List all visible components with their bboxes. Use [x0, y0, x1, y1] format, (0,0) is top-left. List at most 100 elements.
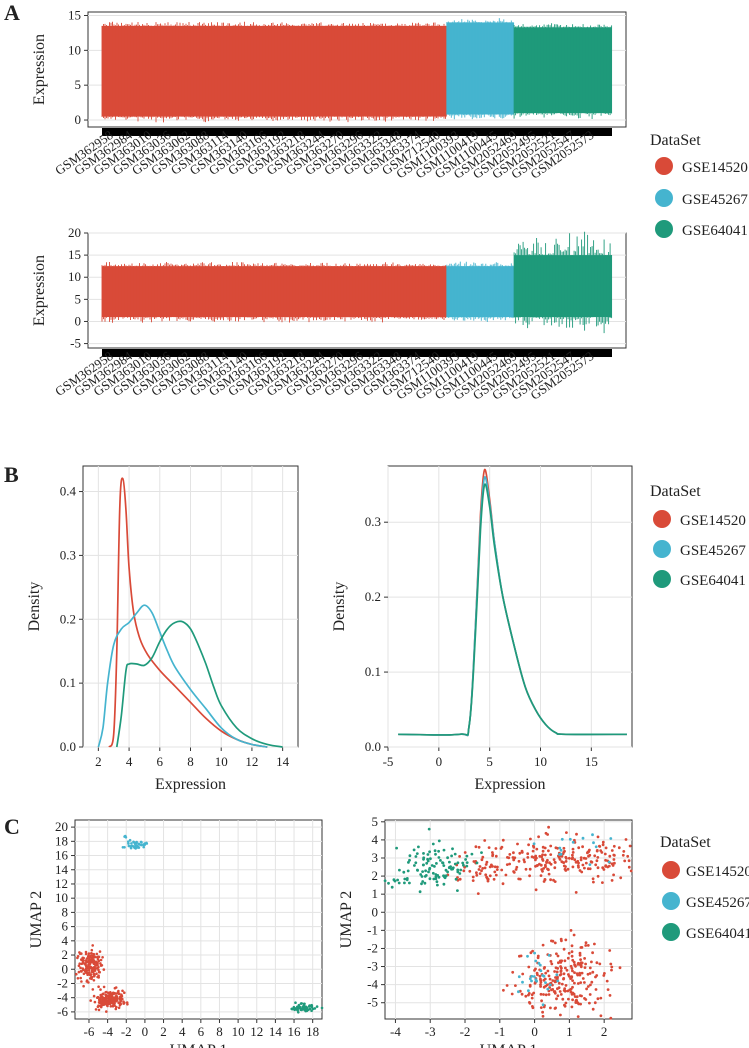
umap-point-gse14520	[546, 833, 549, 836]
umap-point-gse14520	[102, 1003, 106, 1006]
umap-point-gse64041	[432, 877, 436, 881]
umap-point-gse14520	[108, 1002, 111, 1005]
umap-point-gse64041	[442, 864, 446, 867]
legend-label: GSE64041	[686, 926, 749, 942]
umap-point-gse64041	[387, 881, 390, 885]
umap-point-gse14520	[560, 959, 564, 963]
umap-point-gse64041	[305, 1006, 309, 1009]
y-tick-label: -5	[367, 995, 378, 1010]
umap-point-gse64041	[310, 1004, 314, 1007]
y-tick-label: 0.2	[60, 611, 76, 626]
y-tick-label: 6	[62, 919, 69, 934]
umap-point-gse45267	[558, 853, 561, 856]
umap-point-gse45267	[134, 842, 138, 845]
umap-point-gse14520	[586, 985, 590, 988]
umap-point-gse14520	[488, 874, 492, 878]
umap-point-gse14520	[578, 951, 582, 955]
umap-point-gse14520	[114, 999, 117, 1003]
umap-point-gse64041	[408, 858, 411, 862]
umap-point-gse14520	[584, 861, 588, 865]
umap-point-gse14520	[97, 985, 100, 988]
umap-point-gse14520	[524, 867, 528, 871]
umap-point-gse14520	[79, 976, 82, 980]
umap-point-gse64041	[433, 865, 436, 868]
umap-point-gse64041	[403, 877, 407, 881]
umap-point-gse14520	[562, 972, 566, 976]
umap-point-gse14520	[551, 983, 554, 987]
umap-point-gse14520	[570, 950, 574, 954]
umap-point-gse14520	[579, 1002, 582, 1006]
umap-point-gse14520	[93, 955, 96, 958]
umap-point-gse14520	[493, 870, 497, 874]
umap-point-gse14520	[95, 972, 98, 975]
umap-point-gse14520	[576, 973, 580, 977]
umap-point-gse14520	[112, 1003, 115, 1007]
umap-point-gse14520	[81, 957, 85, 960]
umap-point-gse14520	[75, 972, 78, 976]
umap-point-gse14520	[583, 981, 586, 984]
umap-point-gse45267	[140, 841, 143, 844]
x-tick-label: -4	[102, 1024, 113, 1039]
box-block-gse45267	[446, 266, 515, 318]
umap-point-gse14520	[586, 972, 590, 976]
umap-point-gse14520	[622, 850, 626, 853]
y-tick-label: 10	[68, 42, 81, 57]
x-tick-label: -2	[460, 1024, 471, 1039]
umap-point-gse64041	[448, 866, 451, 869]
umap-point-gse45267	[133, 845, 137, 849]
umap-point-gse14520	[580, 870, 584, 874]
umap-point-gse14520	[539, 979, 543, 982]
umap-point-gse14520	[627, 865, 631, 869]
umap-point-gse14520	[495, 868, 499, 871]
umap-point-gse45267	[592, 841, 595, 845]
y-tick-label: 14	[55, 862, 69, 877]
legend-label: GSE64041	[682, 223, 748, 239]
umap-point-gse45267	[532, 975, 536, 978]
umap-point-gse14520	[98, 1001, 101, 1005]
boxplot-normalized: -505101520ExpressionGSM362958GSM362984GS…	[31, 225, 627, 403]
umap-point-gse14520	[551, 988, 555, 991]
umap-point-gse14520	[86, 965, 90, 969]
umap-point-gse14520	[574, 891, 578, 894]
umap-point-gse45267	[559, 848, 563, 852]
umap-point-gse14520	[612, 873, 615, 877]
plot-frame	[74, 819, 323, 1020]
umap-point-gse14520	[90, 975, 94, 979]
umap-point-gse14520	[85, 980, 89, 983]
umap-point-gse14520	[593, 1001, 597, 1005]
umap-point-gse45267	[526, 954, 529, 958]
umap-point-gse14520	[565, 968, 569, 972]
umap-point-gse14520	[539, 874, 543, 877]
umap-point-gse14520	[608, 949, 612, 952]
umap-point-gse14520	[549, 844, 553, 848]
umap-point-gse14520	[109, 1005, 113, 1008]
umap-point-gse14520	[577, 861, 580, 865]
umap-point-gse14520	[491, 854, 494, 858]
umap-point-gse14520	[583, 957, 586, 960]
umap-point-gse14520	[94, 1008, 98, 1011]
umap-point-gse45267	[544, 981, 547, 984]
umap-point-gse45267	[588, 863, 592, 866]
x-tick-label: 8	[187, 754, 194, 769]
umap-point-gse64041	[461, 861, 465, 865]
umap-point-gse14520	[496, 865, 499, 869]
legend-swatch-gse45267	[653, 540, 671, 558]
umap-point-gse14520	[549, 1006, 552, 1010]
umap-point-gse14520	[121, 989, 124, 993]
umap-point-gse14520	[562, 846, 566, 850]
umap-point-gse14520	[532, 856, 536, 859]
umap-point-gse14520	[556, 975, 559, 979]
umap-point-gse14520	[591, 951, 594, 955]
umap-point-gse14520	[526, 852, 530, 856]
legend-label: GSE14520	[682, 160, 748, 176]
umap-point-gse14520	[79, 966, 82, 970]
umap-point-gse45267	[521, 980, 524, 984]
umap-point-gse14520	[627, 859, 631, 863]
umap-point-gse45267	[609, 837, 613, 840]
umap-point-gse45267	[528, 977, 532, 981]
legend-label: GSE14520	[686, 864, 749, 880]
umap-point-gse14520	[579, 856, 583, 859]
umap-point-gse14520	[540, 999, 543, 1003]
umap-point-gse14520	[90, 948, 94, 952]
umap-point-gse14520	[487, 846, 491, 849]
